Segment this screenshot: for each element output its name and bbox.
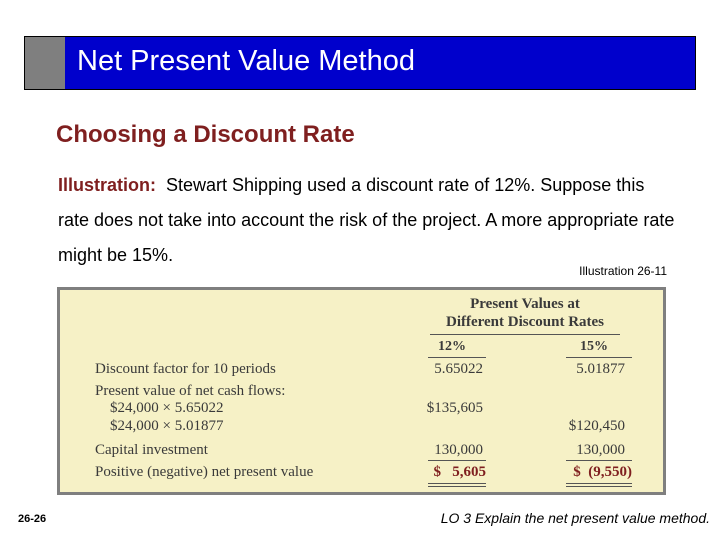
- total-rule-15-a: [566, 483, 632, 484]
- table-header-line1: Present Values at: [470, 296, 580, 312]
- body-text: Illustration: Stewart Shipping used a di…: [58, 168, 678, 273]
- total-rule-15-b: [566, 486, 632, 487]
- table-header-line2: Different Discount Rates: [445, 314, 605, 330]
- learning-objective: LO 3 Explain the net present value metho…: [440, 510, 710, 526]
- row-value-15: 130,000: [576, 442, 625, 458]
- row-label: Discount factor for 10 periods: [95, 361, 276, 377]
- col-head-12: 12%: [438, 339, 466, 354]
- slide-subtitle: Choosing a Discount Rate: [56, 121, 355, 148]
- npv-value-12: $ 5,605: [433, 464, 487, 480]
- row-value-15: 5.01877: [576, 361, 625, 377]
- body-paragraph: Stewart Shipping used a discount rate of…: [58, 175, 675, 265]
- row-label: $24,000 × 5.65022: [110, 400, 224, 416]
- row-label: $24,000 × 5.01877: [110, 418, 224, 434]
- slide-title: Net Present Value Method: [77, 45, 415, 77]
- row-label: Present value of net cash flows:: [95, 383, 286, 399]
- col-head-15: 15%: [580, 339, 608, 354]
- col1-head-rule: [428, 357, 486, 358]
- row-label: Positive (negative) net present value: [95, 464, 314, 480]
- illustration-lead: Illustration:: [58, 175, 156, 195]
- row-value-12: $135,605: [426, 400, 483, 416]
- table-header: Present Values at Different Discount Rat…: [425, 295, 625, 331]
- title-bar: Net Present Value Method: [24, 36, 696, 90]
- row-label: Capital investment: [95, 442, 208, 458]
- row-value-15: $120,450: [568, 418, 625, 434]
- illustration-reference: Illustration 26-11: [579, 264, 667, 278]
- total-rule-12-a: [428, 483, 486, 484]
- header-rule: [430, 334, 620, 335]
- total-rule-12-b: [428, 486, 486, 487]
- title-block-decoration: [25, 37, 65, 89]
- subtotal-rule-12: [428, 460, 486, 461]
- subtotal-rule-15: [566, 460, 632, 461]
- col2-head-rule: [566, 357, 632, 358]
- row-value-12: 5.65022: [434, 361, 483, 377]
- row-value-12: 130,000: [434, 442, 483, 458]
- npv-value-15: $ (9,550): [573, 464, 632, 480]
- page-number: 26-26: [18, 513, 47, 525]
- npv-table: Present Values at Different Discount Rat…: [57, 287, 666, 495]
